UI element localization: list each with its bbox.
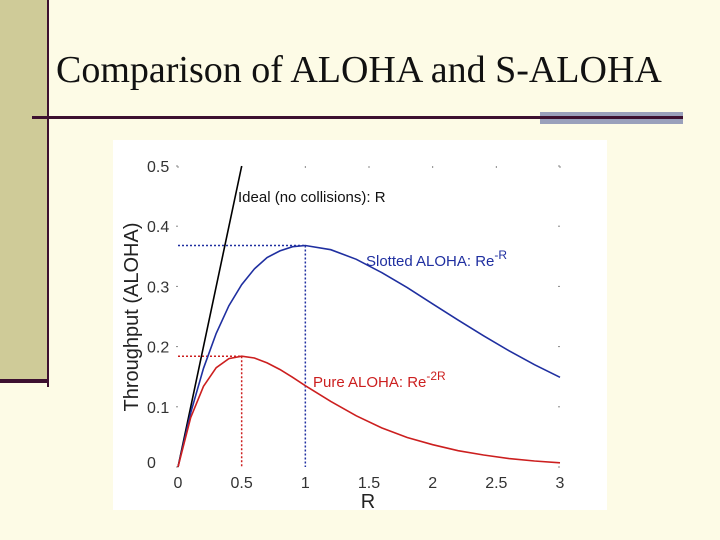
slotted-aloha-line bbox=[177, 244, 561, 468]
chart-panel: 0 0.1 0.2 0.3 0.4 0.5 0 0.5 1 1.5 2 2.5 3 Ideal (no … bbox=[113, 140, 607, 513]
x-tick-label: 1.5 bbox=[358, 475, 380, 492]
axis-ticks: 0 0.1 0.2 0.3 0.4 0.5 0 0.5 1 1.5 2 2.5 3 bbox=[147, 159, 565, 492]
series-lines bbox=[177, 165, 561, 468]
y-tick-label: 0.1 bbox=[147, 400, 169, 417]
y-tick-label: 0.3 bbox=[147, 279, 169, 296]
slide-title: Comparison of ALOHA and S-ALOHA bbox=[56, 49, 662, 91]
slotted-aloha-label: Slotted ALOHA: Re-R bbox=[366, 248, 507, 270]
x-tick-label: 1 bbox=[301, 475, 310, 492]
x-tick-label: 3 bbox=[556, 475, 565, 492]
title-underline-accent bbox=[540, 112, 683, 124]
title-underline bbox=[32, 116, 540, 119]
x-tick-label: 0.5 bbox=[231, 475, 253, 492]
sidebar-divider bbox=[47, 0, 49, 387]
series-labels: Ideal (no collisions): R Slotted ALOHA: R… bbox=[238, 189, 507, 391]
y-tick-label: 0.5 bbox=[147, 159, 169, 176]
pure-aloha-line bbox=[177, 355, 561, 468]
pure-aloha-label: Pure ALOHA: Re-2R bbox=[313, 369, 446, 391]
x-tick-label: 0 bbox=[174, 475, 183, 492]
x-tick-label: 2 bbox=[428, 475, 437, 492]
y-tick-label: 0.4 bbox=[147, 219, 169, 236]
ideal-label: Ideal (no collisions): R bbox=[238, 189, 386, 206]
sidebar-decoration bbox=[0, 0, 47, 383]
y-tick-label: 0 bbox=[147, 455, 156, 472]
x-axis-label: R bbox=[361, 491, 375, 510]
x-tick-label: 2.5 bbox=[485, 475, 507, 492]
y-tick-label: 0.2 bbox=[147, 340, 169, 357]
throughput-chart: 0 0.1 0.2 0.3 0.4 0.5 0 0.5 1 1.5 2 2.5 3 Ideal (no … bbox=[121, 159, 565, 513]
ideal-line bbox=[177, 165, 243, 468]
y-axis-label: Throughput (ALOHA) bbox=[121, 223, 143, 412]
peak-guides bbox=[178, 244, 307, 467]
